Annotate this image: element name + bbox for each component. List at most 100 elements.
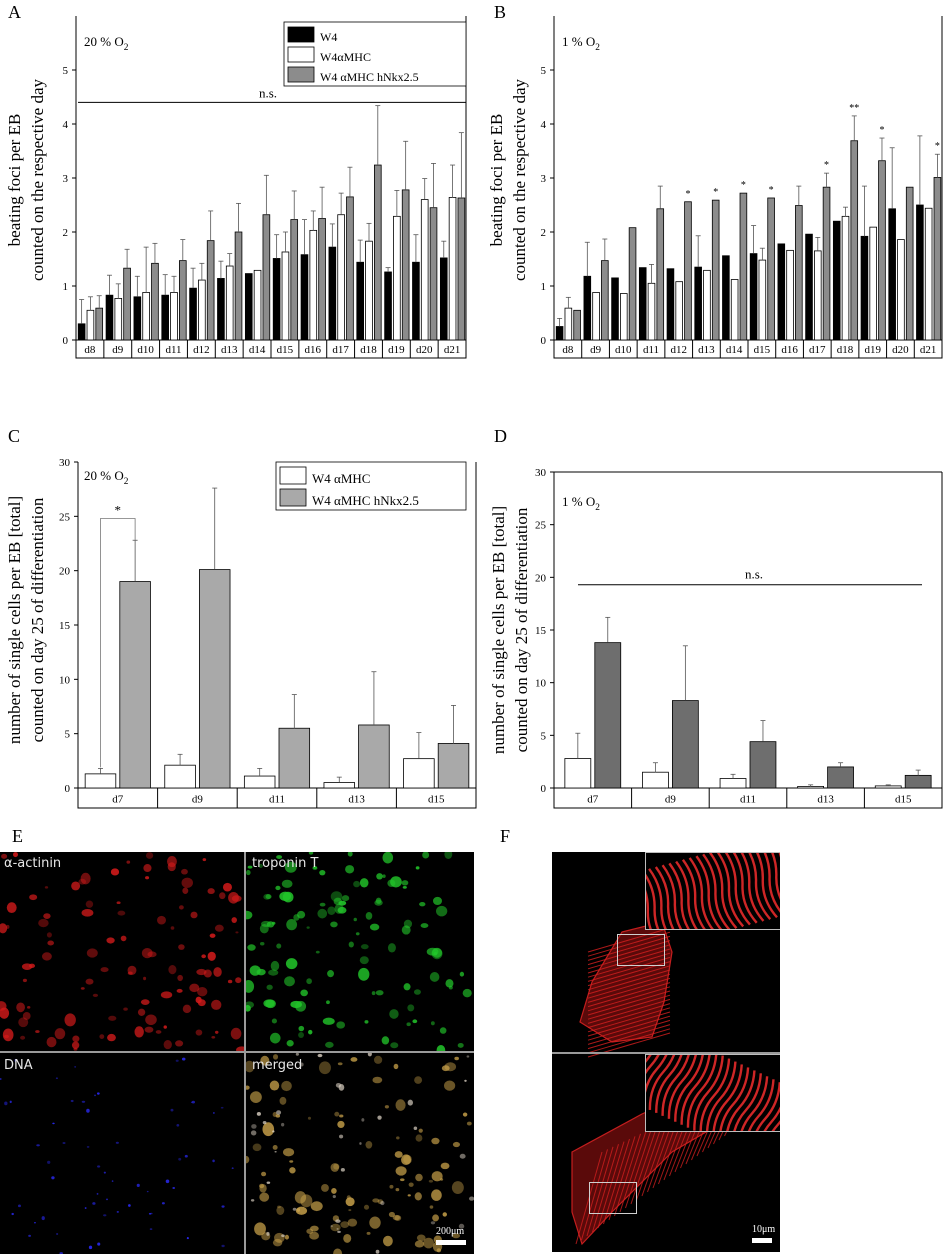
troponin-cell (246, 869, 251, 876)
actinin-cell (175, 1040, 184, 1047)
actinin-cell (182, 1004, 192, 1014)
bar (786, 249, 794, 341)
bar (916, 204, 924, 341)
chart-a: 0 1 2 3 4 5 d8 d9 d10 d11 d12 d13 d14 d15 d16 d17 d18 d19… (5, 16, 467, 359)
zoomed-sarcomere (715, 853, 745, 928)
y-tick-label: 30 (59, 457, 71, 469)
nucleus (116, 1211, 119, 1213)
merged-cell (276, 1110, 282, 1115)
legend-box (275, 461, 467, 511)
merged-cell (454, 1056, 459, 1061)
merged-cell (388, 1211, 395, 1218)
nucleus (165, 1179, 170, 1184)
y-tick-label: 5 (541, 65, 547, 77)
sarcomere-stripe (587, 969, 671, 995)
nucleus (161, 1202, 165, 1205)
sarcomere-stripe (587, 948, 671, 974)
zoomed-sarcomere (680, 1055, 712, 1125)
actinin-cell (145, 876, 150, 880)
merged-cell (375, 1249, 380, 1254)
bar (403, 758, 435, 789)
nucleus (150, 1212, 153, 1215)
actinin-image (0, 852, 244, 1051)
divider-horizontal (0, 1051, 474, 1053)
troponin-cell (269, 1032, 281, 1044)
troponin-cell (381, 1036, 390, 1045)
merged-cell (451, 1181, 464, 1194)
condition-label: 1 % O2 (562, 494, 600, 513)
troponin-cell (375, 990, 384, 996)
x-tick-label: d11 (269, 793, 285, 805)
bar (253, 269, 262, 341)
actinin-cell (29, 894, 38, 901)
bar (114, 298, 123, 341)
merged-cell (423, 1237, 434, 1249)
actinin-cell (211, 1035, 216, 1039)
troponin-cell (327, 906, 336, 916)
bar (300, 254, 309, 341)
x-tick-label: d19 (864, 344, 881, 356)
y-tick-label: 20 (59, 566, 71, 578)
nucleus (103, 1214, 107, 1217)
bar (777, 243, 786, 341)
actinin-cell (235, 977, 242, 984)
scale-bar-f (752, 1238, 772, 1243)
merged-cell (348, 1209, 352, 1212)
merged-cell (333, 1163, 340, 1170)
merged-cell (345, 1197, 355, 1207)
zoomed-sarcomere (646, 869, 670, 929)
bar (564, 307, 573, 341)
zoomed-sarcomere (674, 1055, 705, 1122)
y-tick-label: 4 (541, 119, 547, 131)
merged-cell (418, 1128, 423, 1133)
troponin-cell (336, 1021, 346, 1029)
sarcomere-stripe (587, 982, 671, 1008)
bar (869, 226, 877, 341)
merged-cell (403, 1154, 412, 1165)
bar (161, 294, 170, 341)
bar (151, 262, 159, 341)
merged-cell (272, 1130, 275, 1133)
troponin-cell (407, 1004, 415, 1012)
troponin-cell (275, 885, 281, 891)
bar (346, 196, 354, 341)
merged-cell (416, 1234, 426, 1242)
actinin-cell (168, 964, 177, 975)
bar (457, 197, 466, 341)
merged-cell (414, 1240, 425, 1248)
merged-image (246, 1053, 474, 1254)
sarcomere-stripe (587, 1015, 671, 1041)
troponin-cell (284, 976, 295, 987)
actinin-cell (163, 1025, 167, 1029)
actinin-cell (227, 979, 233, 984)
actinin-cell (54, 1028, 66, 1040)
actinin-cell (190, 911, 198, 919)
actinin-cell (2, 1028, 14, 1042)
merged-cell (296, 1208, 301, 1212)
actinin-cell (143, 976, 147, 981)
condition-label: 1 % O2 (562, 34, 600, 53)
merged-cell (337, 1062, 343, 1066)
nucleus (74, 1066, 77, 1068)
zoomed-sarcomere (742, 853, 772, 920)
merged-cell (442, 1212, 447, 1217)
y-tick-label: 3 (541, 173, 547, 185)
nucleus (84, 1207, 87, 1210)
y-tick-label: 20 (535, 572, 547, 584)
nucleus (191, 1100, 195, 1104)
bar (278, 727, 311, 789)
x-tick-label: d8 (84, 344, 96, 356)
bar (328, 246, 337, 341)
troponin-cell (246, 1004, 251, 1012)
troponin-cell (276, 943, 282, 949)
zoomed-sarcomere (756, 1085, 780, 1131)
troponin-cell (371, 991, 376, 996)
y-tick-label: 15 (535, 625, 547, 637)
sarcomere-stripe (587, 944, 671, 970)
x-tick-label: d15 (428, 793, 445, 805)
bar (555, 326, 564, 341)
panel-a: A 0 1 2 3 4 5 d8 d9 d10 d11 d12 d13 d14 d15 d16 d17 d18 d… (0, 0, 470, 380)
zoomed-sarcomere (737, 1076, 769, 1131)
label-troponin: troponin T (252, 856, 319, 871)
merged-cell (452, 1141, 461, 1148)
